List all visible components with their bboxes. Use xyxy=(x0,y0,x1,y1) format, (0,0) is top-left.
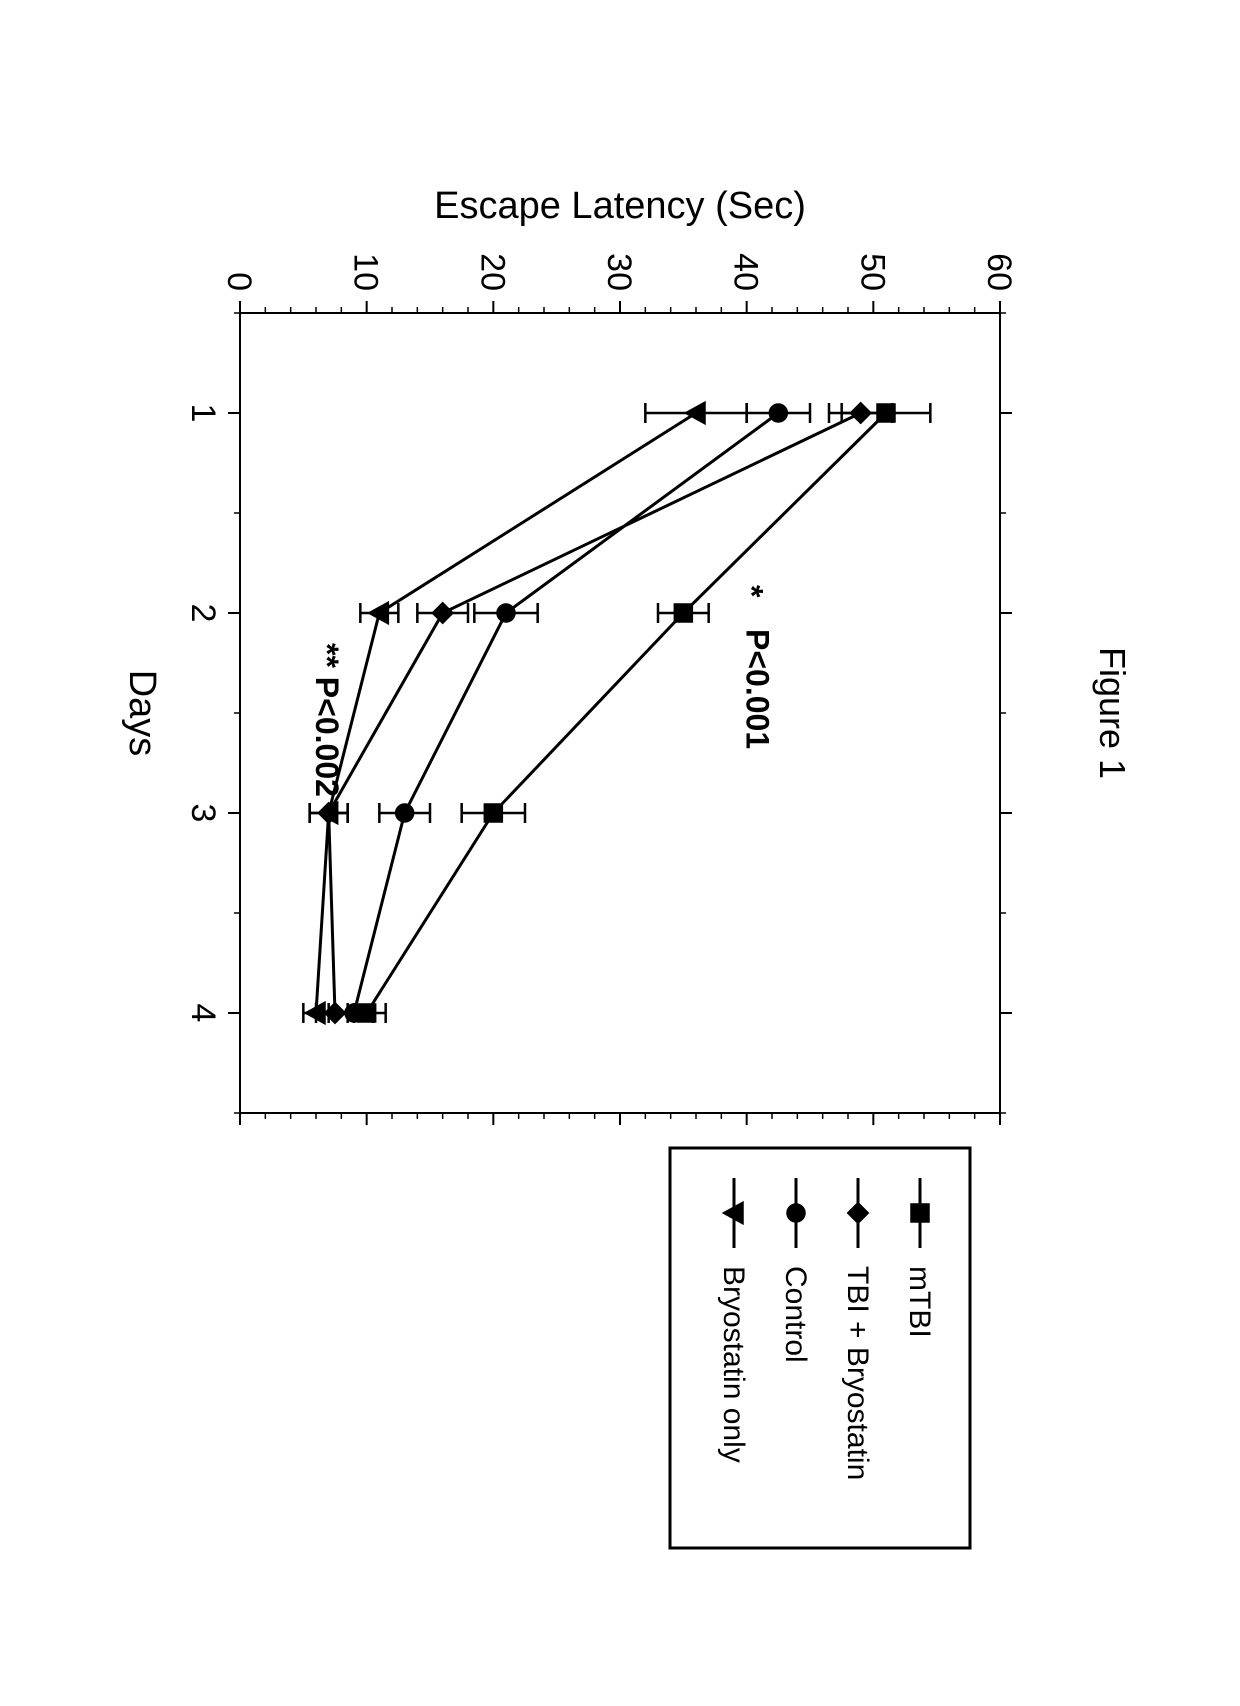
series-1 xyxy=(310,403,893,1024)
figure-title: Figure 1 xyxy=(1092,647,1133,779)
series-3 xyxy=(303,402,746,1024)
figure-rotated-container: Figure 1 0 10 20 30 40 50 60 1 2 3 4 Days Escape Late… xyxy=(70,103,1170,1603)
x-tick-label: 2 xyxy=(184,604,222,623)
legend-label: mTBI xyxy=(903,1266,936,1338)
x-tick-label: 1 xyxy=(184,404,222,423)
annotation: P<0.001 xyxy=(740,629,776,749)
y-tick-label: 20 xyxy=(473,253,511,291)
y-tick-label: 60 xyxy=(980,253,1018,291)
y-tick-label: 50 xyxy=(853,253,891,291)
y-tick-label: 0 xyxy=(220,272,258,291)
y-tick-label: 30 xyxy=(600,253,638,291)
legend-label: TBI + Bryostatin xyxy=(841,1266,874,1480)
legend-label: Control xyxy=(779,1266,812,1363)
y-tick-label: 10 xyxy=(347,253,385,291)
x-axis-label: Days xyxy=(121,670,163,757)
series-0 xyxy=(348,403,931,1023)
x-tick-label: 3 xyxy=(184,804,222,823)
x-tick-label: 4 xyxy=(184,1004,222,1023)
annotation: * xyxy=(733,585,769,598)
chart-svg: Figure 1 0 10 20 30 40 50 60 1 2 3 4 Days Escape Late… xyxy=(70,103,1170,1603)
y-tick-label: 40 xyxy=(727,253,765,291)
annotation: ** P<0.002 xyxy=(309,643,345,797)
legend-label: Bryostatin only xyxy=(717,1266,750,1463)
y-axis-label: Escape Latency (Sec) xyxy=(434,185,806,227)
legend: mTBI TBI + Bryostatin Control Bryostatin on… xyxy=(670,1148,970,1548)
